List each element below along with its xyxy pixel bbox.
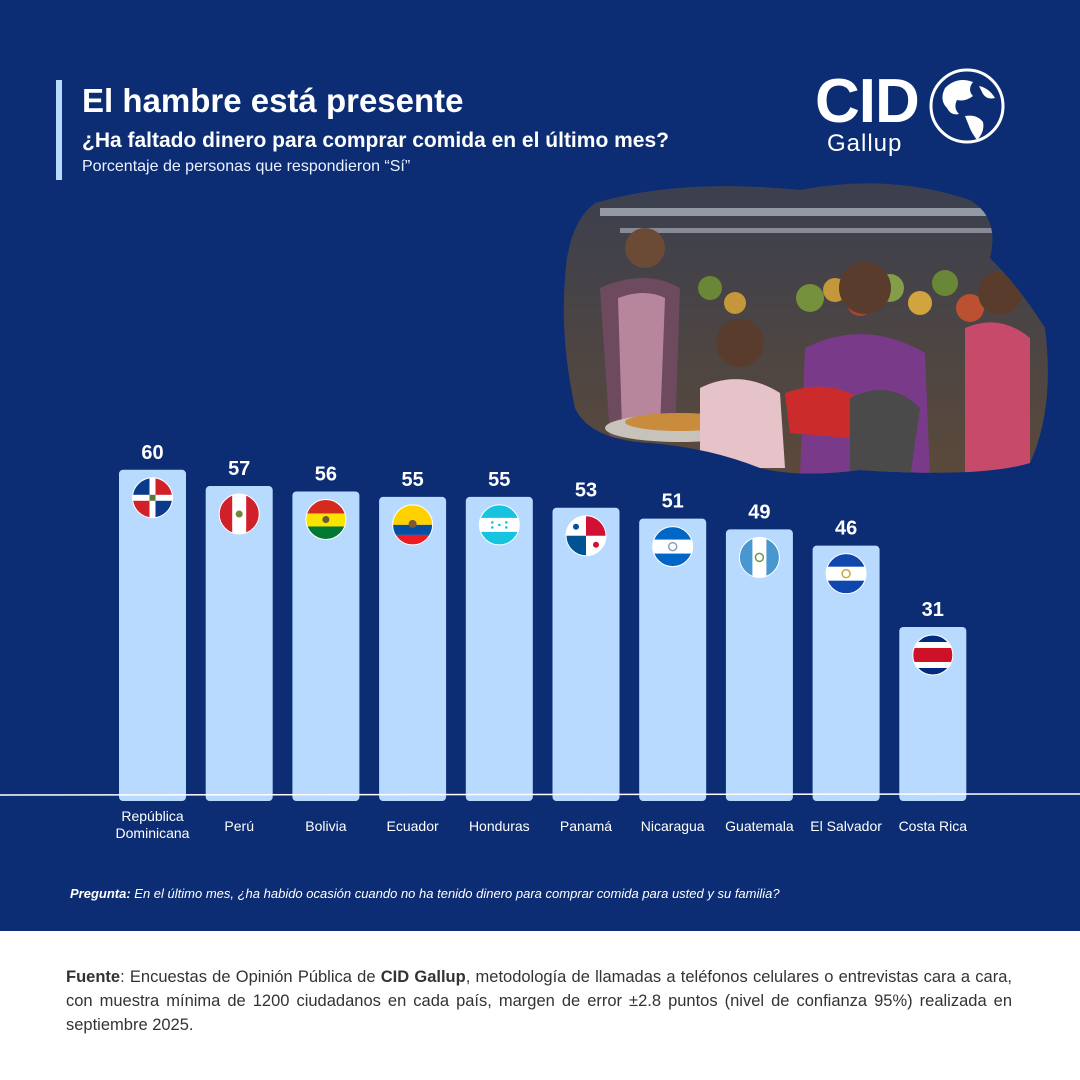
- category-label: Nicaragua: [641, 818, 705, 834]
- honduras-flag-icon: [479, 504, 520, 545]
- question-text: Pregunta: En el último mes, ¿ha habido o…: [70, 886, 780, 901]
- bar-value-label: 49: [748, 501, 770, 523]
- ecuador-flag-icon: [392, 504, 433, 545]
- globe-icon: [929, 68, 1005, 144]
- category-label: Panamá: [560, 818, 612, 834]
- page-title: El hambre está presente: [82, 82, 464, 119]
- category-label: Perú: [224, 818, 254, 834]
- bar: [379, 496, 447, 801]
- bar-value-label: 56: [315, 463, 337, 485]
- chart-note: Porcentaje de personas que respondieron …: [82, 158, 411, 175]
- bar-group: 49 Guatemala: [725, 501, 794, 834]
- x-axis-baseline: [0, 793, 1080, 796]
- cid-gallup-logo: CID Gallup: [815, 66, 1015, 158]
- category-label: República Dominicana: [116, 808, 190, 841]
- bar-group: 57 Perú: [205, 458, 273, 834]
- bar: [465, 496, 533, 801]
- category-label: El Salvador: [810, 818, 882, 834]
- bar: [812, 545, 880, 801]
- bar-group: 51 Nicaragua: [639, 491, 707, 834]
- bar-group: 55 Honduras: [465, 469, 533, 834]
- logo-sub-text: Gallup: [827, 130, 903, 157]
- bolivia-flag-icon: [305, 499, 346, 540]
- source-brand: CID Gallup: [380, 968, 466, 986]
- bar-group: 56 Bolivia: [292, 463, 360, 834]
- el-salvador-flag-icon: [826, 553, 867, 594]
- category-label: Honduras: [469, 818, 530, 834]
- nicaragua-flag-icon: [652, 526, 693, 567]
- bar-value-label: 60: [141, 442, 163, 464]
- main-panel: El hambre está presente ¿Ha faltado dine…: [0, 0, 1080, 931]
- bar-chart: 60 República Dominicana 57 Perú 56 Bolivia 55 Ec…: [0, 442, 1080, 841]
- bar-value-label: 51: [662, 491, 684, 513]
- bar-value-label: 46: [835, 518, 857, 540]
- header: El hambre está presente ¿Ha faltado dine…: [56, 80, 669, 180]
- source-text-b: , metodología de llamadas a teléfonos ce…: [66, 968, 1012, 1034]
- category-label: Bolivia: [305, 818, 346, 834]
- chart-question-title: ¿Ha faltado dinero para comprar comida e…: [82, 129, 669, 152]
- bars-layer: 60 República Dominicana 57 Perú 56 Bolivia 55 Ec…: [0, 442, 1080, 841]
- bar: [552, 507, 620, 801]
- bar: [899, 626, 967, 801]
- bar-value-label: 55: [488, 469, 510, 491]
- costa-rica-flag-icon: [912, 634, 953, 675]
- bar: [205, 486, 273, 801]
- bar: [119, 469, 186, 801]
- bar: [292, 491, 360, 801]
- bar-value-label: 55: [401, 469, 423, 491]
- bar-group: 46 El Salvador: [810, 518, 882, 834]
- source-label: Fuente: [66, 968, 121, 986]
- bar-group: 55 Ecuador: [379, 469, 447, 834]
- bar: [725, 529, 793, 801]
- source-note: Fuente: Encuestas de Opinión Pública de …: [66, 965, 1012, 1037]
- market-photo: [563, 183, 1048, 474]
- bar-group: 31 Costa Rica: [899, 599, 968, 834]
- question-label: Pregunta:: [70, 886, 131, 901]
- bar-value-label: 53: [575, 480, 597, 502]
- bar-group: 60 República Dominicana: [116, 442, 190, 841]
- category-label: Costa Rica: [899, 818, 968, 834]
- question-body: En el último mes, ¿ha habido ocasión cua…: [134, 886, 780, 901]
- category-label: Guatemala: [725, 818, 794, 834]
- logo-main-text: CID: [815, 67, 920, 136]
- bar-value-label: 57: [228, 458, 250, 480]
- guatemala-flag-icon: [739, 537, 780, 578]
- source-text-a: : Encuestas de Opinión Pública de: [120, 968, 381, 986]
- bar-group: 53 Panamá: [552, 480, 620, 834]
- footer: Fuente: Encuestas de Opinión Pública de …: [0, 931, 1080, 1080]
- bar: [639, 518, 707, 801]
- category-label: Ecuador: [387, 818, 439, 834]
- bar-value-label: 31: [922, 599, 944, 621]
- peru-flag-icon: [219, 494, 260, 535]
